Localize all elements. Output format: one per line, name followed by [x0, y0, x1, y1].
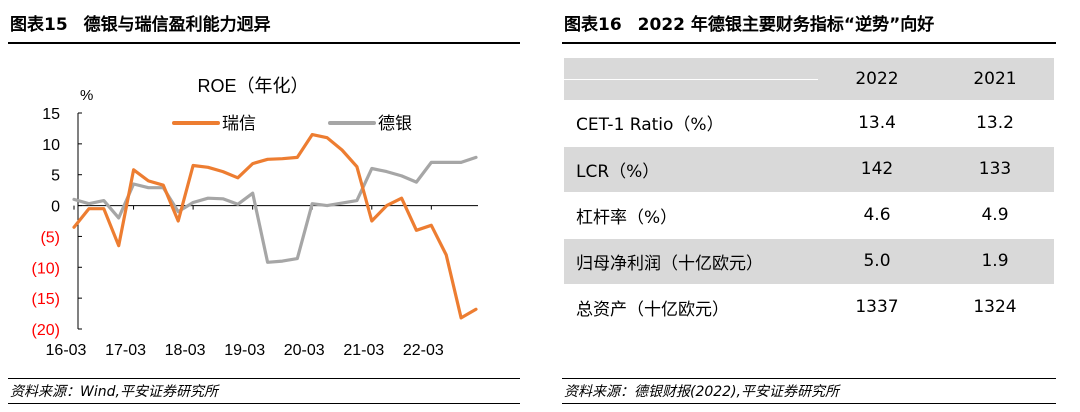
- row-value-2021: 1.9: [981, 251, 1009, 271]
- table-header-2021: 2021: [936, 58, 1054, 100]
- chart-legend: 瑞信 德银: [172, 114, 412, 133]
- x-tick-label: 17-03: [105, 342, 146, 359]
- row-value-2021: 133: [978, 159, 1012, 179]
- table-row: LCR（%） 142 133: [564, 146, 1054, 192]
- right-figure-number: 图表16: [564, 15, 622, 35]
- left-figure-caption: 德银与瑞信盈利能力迥异: [83, 15, 271, 35]
- chart-text: 15 10 5 0 (5) (10) (15) (20) 16-03 17-03 18-03 19-0…: [32, 76, 444, 359]
- row-value-2022: 13.4: [858, 112, 896, 133]
- left-source-rule: [8, 378, 520, 379]
- row-value-2022: 5.0: [863, 251, 891, 271]
- right-bottom-rule: [562, 403, 1056, 404]
- row-label: CET-1 Ratio（%）: [576, 115, 724, 136]
- row-value-2021: 13.2: [976, 112, 1014, 133]
- left-figure-number: 图表15: [10, 15, 68, 35]
- row-value-2022: 4.6: [863, 205, 891, 225]
- legend-label: 德银: [378, 114, 412, 133]
- y-tick-label: 10: [42, 137, 60, 154]
- x-tick-label: 21-03: [343, 342, 384, 359]
- row-value-2022: 1337: [855, 297, 899, 317]
- right-figure-title: 图表16 2022 年德银主要财务指标“逆势”向好: [564, 12, 934, 38]
- x-tick-label: 20-03: [284, 342, 325, 359]
- table-row: 归母净利润（十亿欧元） 5.0 1.9: [564, 238, 1054, 284]
- roe-line-chart: 瑞信 德银 15 10 5 0 (5) (10) (15) (20) 16-03 17-03 18-0…: [32, 76, 478, 359]
- x-tick-label: 22-03: [403, 342, 444, 359]
- y-tick-label: 5: [51, 168, 60, 185]
- y-tick-label: (5): [40, 229, 60, 246]
- left-bottom-rule: [8, 403, 520, 404]
- right-source-note: 资料来源：德银财报(2022),平安证券研究所: [564, 384, 840, 400]
- table-row: CET-1 Ratio（%） 13.4 13.2: [564, 100, 1054, 146]
- row-label: 归母净利润（十亿欧元）: [576, 253, 763, 274]
- right-source-rule: [562, 378, 1056, 379]
- table-header-underline: [564, 79, 818, 80]
- legend-label: 瑞信: [222, 114, 256, 133]
- row-label: LCR（%）: [576, 161, 660, 182]
- series-line-db: [72, 155, 478, 264]
- x-tick-label: 19-03: [224, 342, 265, 359]
- row-value-2022: 142: [860, 159, 894, 179]
- x-tick-label: 18-03: [165, 342, 206, 359]
- chart-title: ROE（年化）: [197, 76, 308, 96]
- table-row: 杠杆率（%） 4.6 4.9: [564, 192, 1054, 238]
- table-row: 总资产（十亿欧元） 1337 1324: [564, 284, 1054, 330]
- y-tick-label: (20): [32, 322, 60, 339]
- y-tick-label: 15: [42, 106, 60, 123]
- chart-axes: [73, 112, 478, 330]
- left-source-note: 资料来源：Wind,平安证券研究所: [10, 384, 218, 400]
- row-label: 杠杆率（%）: [576, 207, 678, 228]
- left-figure-title: 图表15 德银与瑞信盈利能力迥异: [10, 12, 271, 38]
- left-figure-panel: 图表15 德银与瑞信盈利能力迥异 瑞信 德银 15 10 5 0 (5) (10) (15) (2…: [8, 0, 520, 412]
- financial-indicators-table: 2022 2021 CET-1 Ratio（%） 13.4 13.2 LCR（%…: [564, 58, 1054, 331]
- x-tick-label: 16-03: [46, 342, 87, 359]
- table-header-2022: 2022: [818, 58, 936, 100]
- chart-series: [72, 132, 478, 320]
- right-figure-panel: 图表16 2022 年德银主要财务指标“逆势”向好 2022 2021 CET-1…: [562, 0, 1056, 412]
- row-value-2021: 1324: [973, 297, 1017, 317]
- y-tick-label: (15): [32, 291, 60, 308]
- right-figure-caption: 2022 年德银主要财务指标“逆势”向好: [637, 15, 935, 35]
- y-axis-unit: %: [80, 87, 93, 104]
- row-label: 总资产（十亿欧元）: [576, 299, 729, 320]
- row-value-2021: 4.9: [981, 205, 1009, 225]
- y-tick-label: 0: [51, 199, 60, 216]
- series-line-ubs: [72, 132, 478, 320]
- y-tick-label: (10): [32, 260, 60, 277]
- left-title-rule: [8, 42, 520, 44]
- right-title-rule: [562, 42, 1056, 44]
